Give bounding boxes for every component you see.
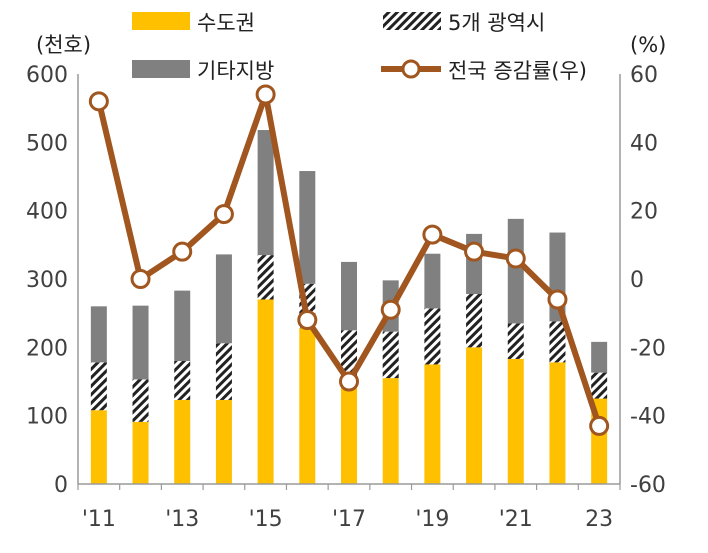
bar-metro bbox=[549, 362, 566, 484]
bar-metro bbox=[382, 378, 399, 484]
growth-line-marker bbox=[172, 241, 193, 262]
bar-metro bbox=[174, 399, 191, 484]
x-tick-label: '17 bbox=[332, 507, 366, 532]
legend-label-metro-cities: 5개 광역시 bbox=[448, 11, 545, 35]
bar-other bbox=[299, 171, 316, 284]
right-tick-label: 60 bbox=[630, 63, 658, 88]
bar-metro-cities bbox=[174, 361, 191, 400]
growth-line-marker bbox=[255, 84, 276, 105]
bar-metro-cities bbox=[549, 321, 566, 363]
bar-metro bbox=[90, 410, 107, 484]
legend-swatch-metro-cities bbox=[383, 12, 441, 30]
right-tick-label: 40 bbox=[630, 131, 658, 156]
bar-metro-cities bbox=[466, 294, 483, 348]
left-tick-label: 100 bbox=[26, 405, 68, 430]
bar-metro-cities bbox=[424, 308, 441, 365]
bar-metro-cities bbox=[132, 379, 149, 422]
bar-other bbox=[507, 218, 524, 324]
legend-label-other: 기타지방 bbox=[197, 59, 274, 83]
bar-metro-cities bbox=[507, 323, 524, 359]
bar-metro bbox=[424, 364, 441, 484]
bar-other bbox=[174, 290, 191, 361]
growth-line-marker bbox=[339, 371, 359, 392]
bar-metro-cities bbox=[90, 362, 107, 411]
growth-line-marker bbox=[297, 310, 318, 330]
growth-line-marker bbox=[380, 299, 401, 320]
x-tick-label: '13 bbox=[165, 507, 199, 532]
growth-line-marker bbox=[422, 224, 443, 245]
right-tick-label: 20 bbox=[630, 200, 658, 225]
bar-metro-cities bbox=[591, 372, 608, 399]
legend-label-growth: 전국 증감률(우) bbox=[448, 59, 587, 83]
right-axis-unit: (%) bbox=[630, 33, 666, 57]
growth-line bbox=[88, 84, 610, 436]
growth-line-marker bbox=[547, 289, 568, 310]
right-tick-label: 0 bbox=[630, 268, 644, 293]
left-tick-label: 400 bbox=[26, 200, 68, 225]
bar-other bbox=[90, 306, 107, 363]
growth-line-marker bbox=[505, 248, 526, 269]
bar-other bbox=[132, 305, 149, 380]
axes bbox=[77, 74, 621, 490]
legend-swatch-marker bbox=[401, 59, 421, 79]
bar-other bbox=[591, 341, 608, 373]
bar-metro bbox=[132, 421, 149, 484]
right-tick-label: -40 bbox=[630, 405, 666, 430]
left-tick-label: 600 bbox=[26, 63, 68, 88]
growth-line-marker bbox=[213, 204, 234, 225]
x-tick-label: 23 bbox=[585, 507, 613, 532]
left-tick-label: 300 bbox=[26, 268, 68, 293]
bar-metro bbox=[299, 328, 316, 484]
right-axis-ticks: -60 -40 -20 0 20 40 60 bbox=[630, 63, 666, 498]
bars bbox=[90, 130, 608, 484]
left-axis-ticks: 0 100 200 300 400 500 600 bbox=[26, 63, 68, 498]
bar-metro bbox=[341, 381, 357, 484]
right-tick-label: -60 bbox=[630, 473, 666, 498]
bar-metro-cities bbox=[382, 331, 399, 379]
growth-line-marker bbox=[589, 415, 610, 436]
left-axis-unit: (천호) bbox=[36, 33, 91, 57]
bar-other bbox=[424, 253, 441, 309]
x-tick-label: '19 bbox=[415, 507, 449, 532]
left-tick-label: 500 bbox=[26, 131, 68, 156]
legend: 수도권 5개 광역시 기타지방 전국 증감률(우) bbox=[132, 11, 587, 83]
x-axis-ticks: '11 '13 '15 '17 '19 '21 23 bbox=[82, 507, 613, 532]
legend-swatch-other bbox=[132, 60, 190, 78]
growth-line-marker bbox=[130, 269, 151, 289]
growth-line-marker bbox=[88, 91, 109, 112]
x-tick-label: '21 bbox=[499, 507, 533, 532]
growth-line-marker bbox=[464, 241, 485, 262]
bar-other bbox=[257, 130, 274, 256]
bar-metro-cities bbox=[257, 255, 274, 300]
bar-metro bbox=[507, 358, 524, 484]
bar-metro bbox=[466, 347, 483, 484]
x-tick-label: '15 bbox=[249, 507, 283, 532]
legend-label-metro: 수도권 bbox=[197, 11, 255, 35]
x-tick-label: '11 bbox=[82, 507, 116, 532]
left-tick-label: 200 bbox=[26, 336, 68, 361]
right-tick-label: -20 bbox=[630, 336, 666, 361]
left-tick-label: 0 bbox=[54, 473, 68, 498]
bar-other bbox=[341, 261, 357, 331]
bar-other bbox=[215, 254, 232, 344]
legend-swatch-metro bbox=[132, 12, 190, 30]
bar-metro-cities bbox=[215, 343, 232, 400]
bar-metro bbox=[215, 399, 232, 484]
bar-metro bbox=[257, 299, 274, 484]
